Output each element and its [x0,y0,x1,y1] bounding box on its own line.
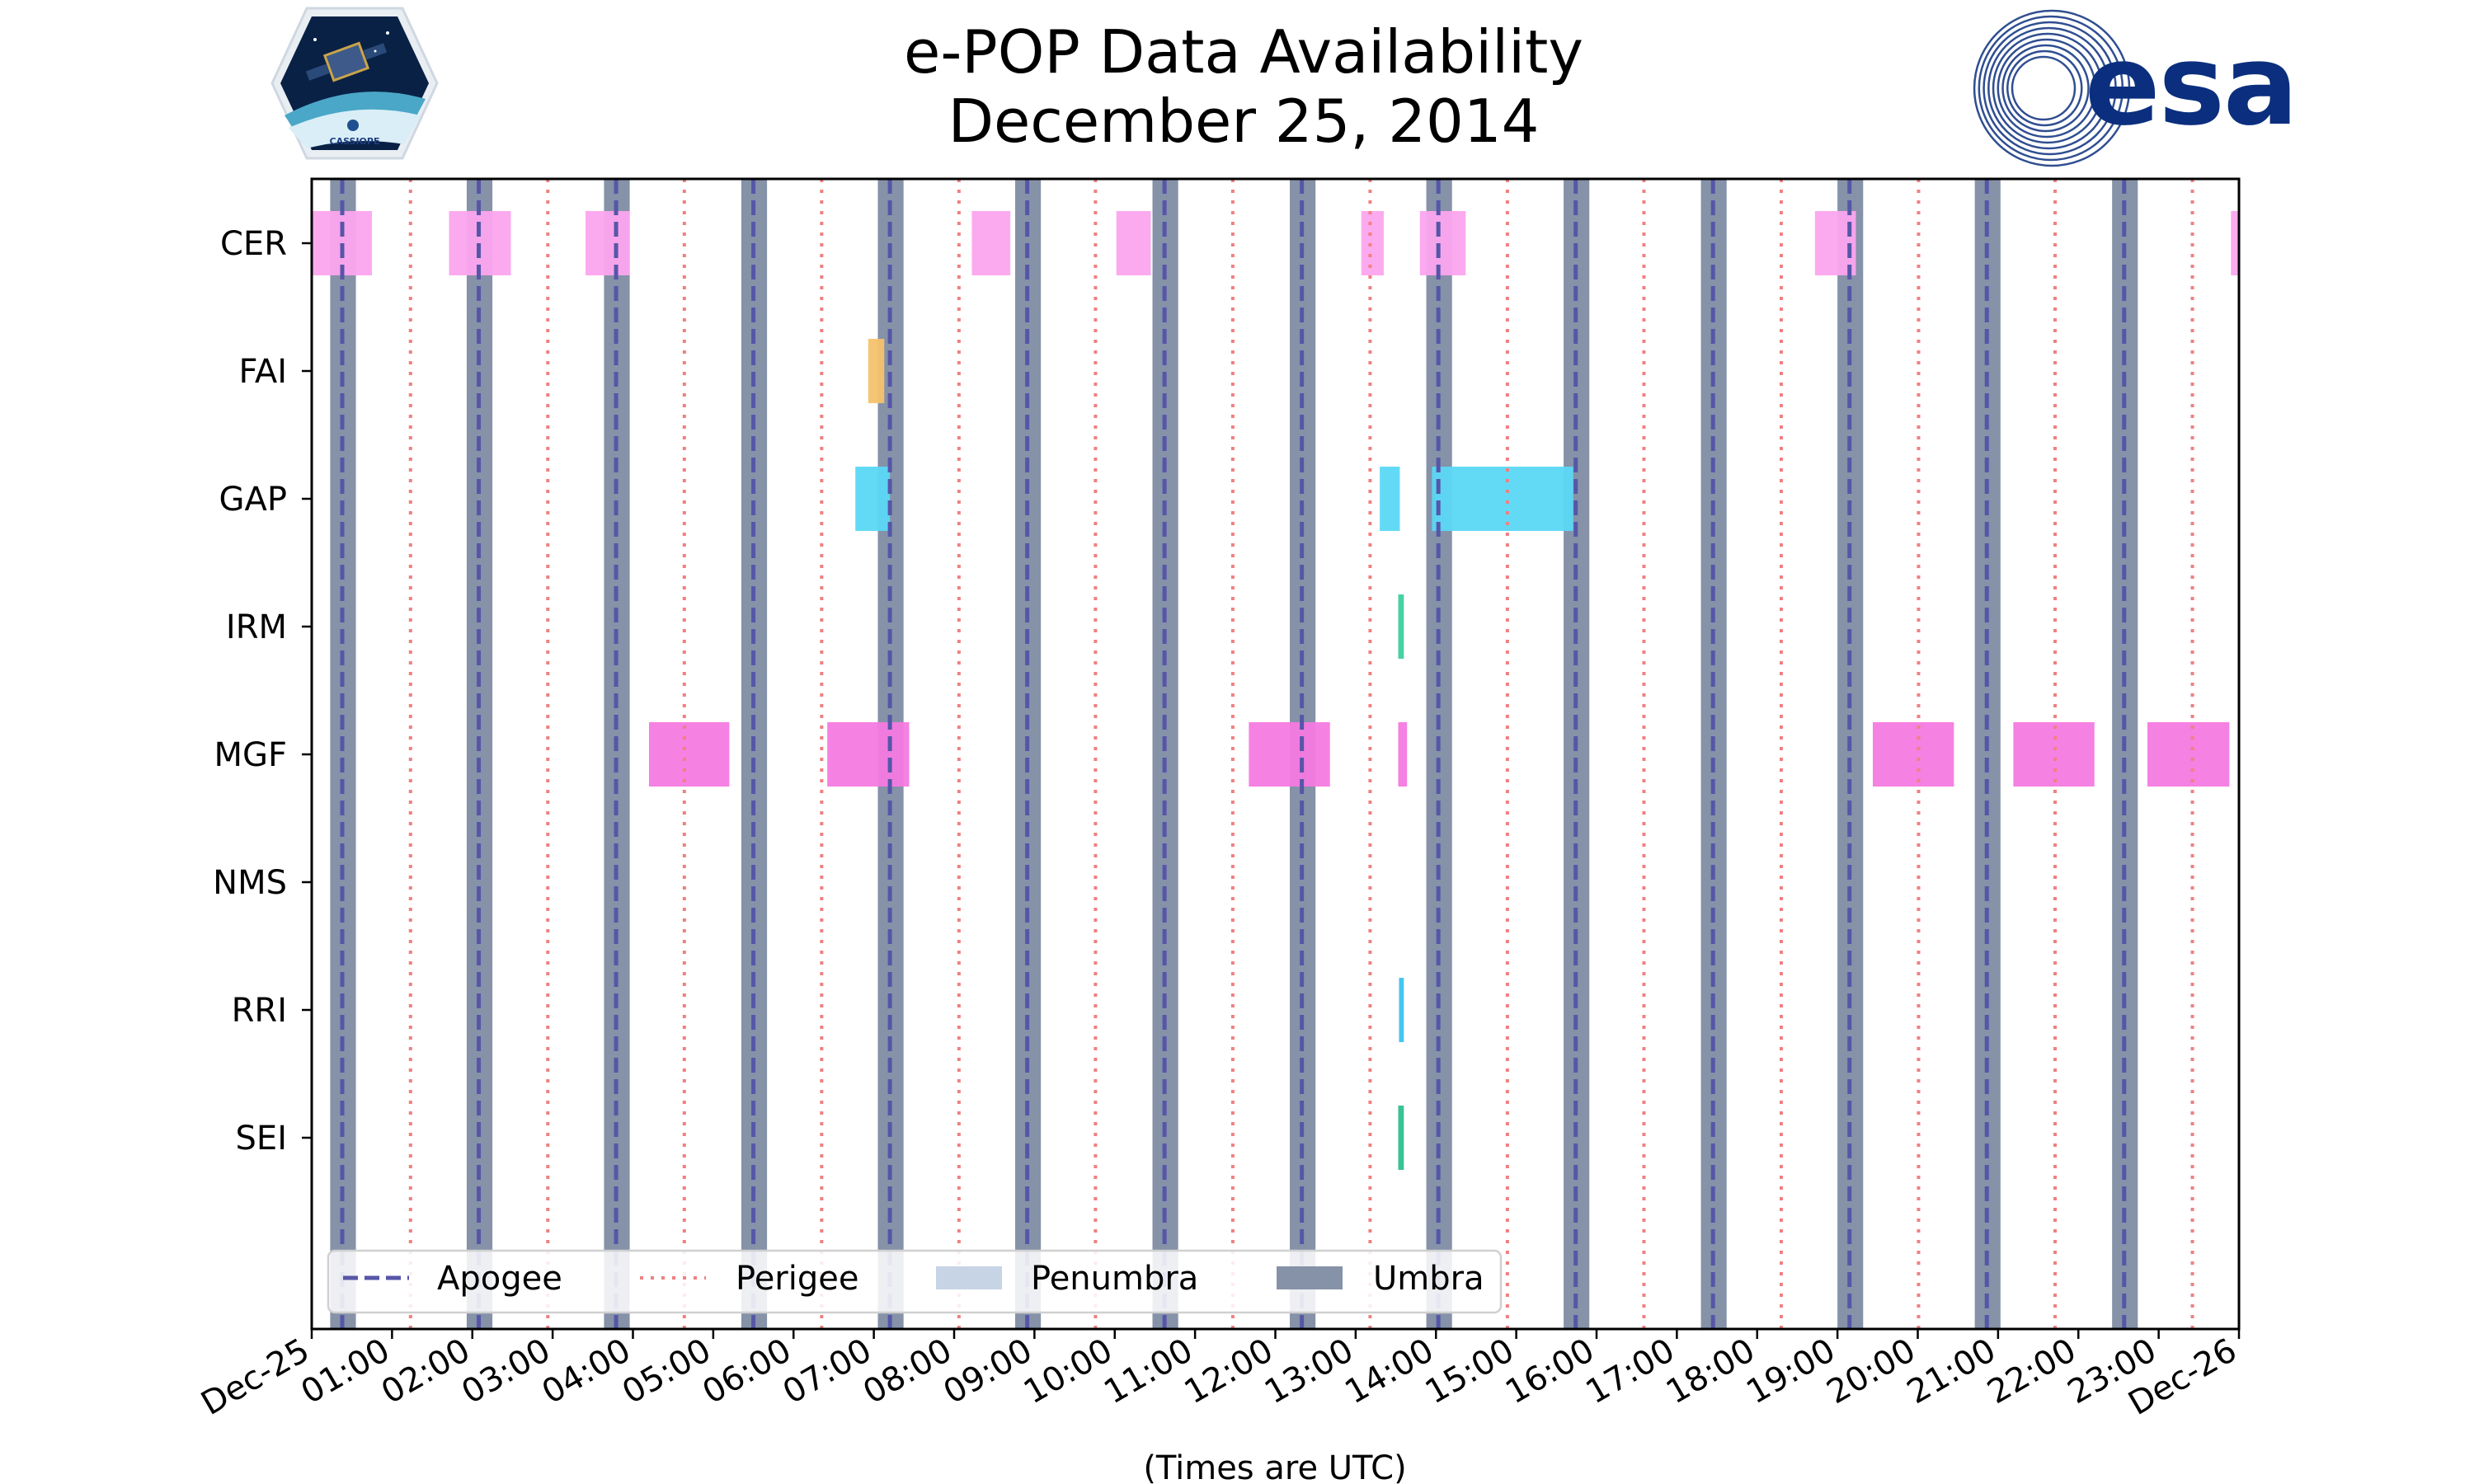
y-tick-label-mgf: MGF [214,736,287,774]
availability-bar-cer [971,211,1011,275]
x-tick-label: 20:00 [1821,1331,1922,1411]
availability-bar-mgf [1249,722,1330,787]
umbra-band [1837,179,1864,1329]
y-tick-label-sei: SEI [236,1120,287,1158]
availability-bar-mgf [1398,722,1408,787]
y-tick-label-rri: RRI [232,992,287,1030]
availability-bar-mgf [827,722,910,787]
esa-logo-icon: esa [1973,9,2298,167]
x-tick-label: 02:00 [375,1331,477,1411]
legend: Apogee Perigee Penumbra Umbra [327,1249,1503,1314]
umbra-band [2112,179,2138,1329]
availability-bar-rri [1399,978,1404,1042]
y-tick-label-irm: IRM [226,608,287,646]
umbra-band [330,179,356,1329]
legend-penumbra-swatch [936,1266,1002,1289]
x-tick-label: 03:00 [455,1331,557,1411]
availability-bar-cer [1419,211,1466,275]
x-tick-label: 14:00 [1338,1331,1440,1411]
legend-penumbra-label: Penumbra [1031,1260,1198,1298]
esa-logo-arc [1982,21,2117,156]
cassiope-logo-text: CASSIOPE [330,136,380,147]
esa-logo-arc [2011,55,2077,121]
x-tick-label: 19:00 [1740,1331,1841,1411]
esa-logo-arc [1978,15,2124,162]
availability-bar-mgf [2147,722,2230,787]
esa-logo-arc [1997,38,2097,139]
x-tick-label: 16:00 [1499,1331,1601,1411]
esa-logo-arc [1992,32,2104,144]
y-tick-label-fai: FAI [239,353,288,391]
availability-bar-sei [1398,1106,1404,1170]
availability-bar-cer [586,211,630,275]
esa-logo-arc [2006,49,2083,127]
x-tick-label: 08:00 [857,1331,958,1411]
availability-bar-cer [2231,211,2239,275]
x-tick-label: 22:00 [1981,1331,2082,1411]
x-tick-label: 07:00 [777,1331,878,1411]
umbra-band [1426,179,1452,1329]
availability-bar-cer [1361,211,1384,275]
umbra-band [1564,179,1590,1329]
umbra-band [1700,179,1727,1329]
availability-bar-cer [1116,211,1151,275]
x-tick-label: 15:00 [1419,1331,1521,1411]
legend-apogee-label: Apogee [437,1260,562,1298]
availability-bar-irm [1398,594,1404,659]
x-axis-label: (Times are UTC) [1143,1449,1406,1484]
x-tick-label: 12:00 [1178,1331,1280,1411]
umbra-band [1974,179,2001,1329]
esa-logo-arc [2001,44,2090,133]
x-tick-label: 04:00 [536,1331,637,1411]
availability-bar-mgf [648,722,730,787]
legend-umbra-swatch [1277,1266,1343,1289]
x-tick-label: 21:00 [1901,1331,2002,1411]
x-tick-label: 09:00 [938,1331,1039,1411]
umbra-band [741,179,768,1329]
x-tick-label: 11:00 [1098,1331,1199,1411]
availability-bar-gap [855,467,891,531]
legend-frame [327,1249,1503,1314]
cassiope-mission-logo-icon: CASSIOPE [270,7,439,160]
x-tick-label: 10:00 [1018,1331,1119,1411]
x-tick-label: 06:00 [696,1331,797,1411]
legend-perigee-label: Perigee [736,1260,858,1298]
umbra-band [1152,179,1178,1329]
y-tick-label-gap: GAP [219,481,287,519]
x-tick-label: 01:00 [295,1331,397,1411]
y-tick-label-cer: CER [220,225,287,263]
availability-bar-mgf [2013,722,2095,787]
chart-subtitle: December 25, 2014 [948,87,1540,156]
esa-logo-text: esa [2085,21,2297,150]
x-tick-label: 17:00 [1580,1331,1681,1411]
esa-logo-arc [1987,26,2110,150]
umbra-band [604,179,630,1329]
umbra-band [1015,179,1042,1329]
availability-bar-mgf [1872,722,1954,787]
y-tick-label-nms: NMS [213,864,287,902]
x-tick-label: 18:00 [1660,1331,1761,1411]
chart-title: e-POP Data Availability [904,17,1583,87]
availability-bar-gap [1380,467,1400,531]
esa-logo-arc [1973,9,2131,167]
availability-bar-fai [868,339,885,403]
legend-umbra-label: Umbra [1373,1260,1484,1298]
x-tick-label: 13:00 [1258,1331,1360,1411]
availability-bar-gap [1432,467,1573,531]
umbra-band [466,179,493,1329]
x-tick-label: 05:00 [616,1331,717,1411]
